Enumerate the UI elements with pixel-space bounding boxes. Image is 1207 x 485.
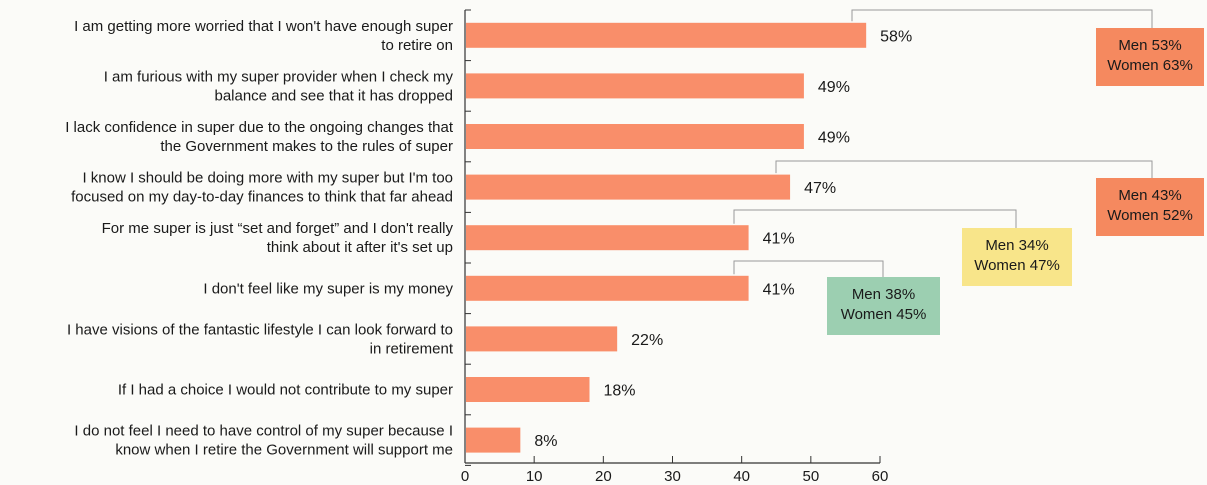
value-label: 47% [804, 180, 836, 197]
x-tick-label: 30 [664, 468, 681, 485]
callout-box [1096, 28, 1204, 86]
value-label: 41% [763, 231, 795, 248]
callout-label: Women 45% [841, 306, 927, 323]
category-label: I lack confidence in super due to the on… [65, 119, 454, 155]
value-label: 41% [763, 281, 795, 298]
category-label: I know I should be doing more with my su… [71, 170, 453, 206]
value-labels: 58% 49% 49% 47% 41% 41% 22% 18% 8% [534, 28, 912, 450]
value-label: 49% [818, 79, 850, 96]
callout-label: Men 38% [852, 286, 915, 303]
callout-connector [733, 209, 1017, 228]
callout-label: Men 34% [985, 237, 1048, 254]
bar [466, 174, 791, 200]
x-tick-label: 0 [461, 468, 469, 485]
x-tick-label: 10 [526, 468, 543, 485]
callout-connector [733, 260, 884, 277]
callout-box [827, 277, 940, 335]
callout-boxes: Men 53% Women 63% Men 43% Women 52% Men 34% W… [827, 28, 1204, 335]
x-tick-label: 20 [595, 468, 612, 485]
bar-group [466, 22, 867, 453]
bar [466, 326, 618, 352]
callout-connectors [733, 9, 1153, 277]
value-label: 22% [631, 332, 663, 349]
category-label: If I had a choice I would not contribute… [118, 382, 453, 399]
bar [466, 427, 521, 453]
callout-label: Women 63% [1107, 57, 1193, 74]
bar [466, 22, 867, 48]
category-labels: I am getting more worried that I won't h… [65, 18, 454, 459]
callout-label: Women 52% [1107, 207, 1193, 224]
bar [466, 275, 749, 301]
callout-connector [775, 160, 1153, 178]
bar [466, 73, 804, 99]
callout-box [962, 228, 1072, 286]
category-label: I have visions of the fantastic lifestyl… [67, 321, 454, 357]
callout-label: Men 43% [1118, 187, 1181, 204]
value-label: 49% [818, 130, 850, 147]
callout-label: Men 53% [1118, 37, 1181, 54]
value-label: 18% [604, 383, 636, 400]
category-label: I am getting more worried that I won't h… [74, 18, 453, 54]
value-label: 58% [880, 28, 912, 45]
bar [466, 124, 804, 149]
category-label: I do not feel I need to have control of … [74, 423, 453, 459]
callout-box [1096, 178, 1204, 236]
category-label: I don't feel like my super is my money [203, 280, 453, 297]
bar [466, 377, 590, 402]
category-label: For me super is just “set and forget” an… [102, 220, 454, 256]
x-tick-label: 40 [733, 468, 750, 485]
callout-connector [851, 9, 1153, 28]
x-tick-label: 50 [802, 468, 819, 485]
x-tick-label: 60 [872, 468, 889, 485]
callout-label: Women 47% [974, 257, 1060, 274]
bar [466, 225, 749, 251]
category-label: I am furious with my super provider when… [104, 68, 454, 104]
x-axis: 0 10 20 30 40 50 60 [461, 9, 889, 485]
value-label: 8% [534, 433, 557, 450]
